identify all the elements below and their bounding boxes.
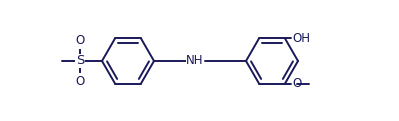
Text: NH: NH — [186, 54, 204, 68]
Text: OH: OH — [292, 32, 310, 45]
Text: S: S — [76, 54, 84, 68]
Text: O: O — [292, 77, 301, 90]
Text: O: O — [75, 34, 85, 47]
Text: O: O — [75, 75, 85, 88]
